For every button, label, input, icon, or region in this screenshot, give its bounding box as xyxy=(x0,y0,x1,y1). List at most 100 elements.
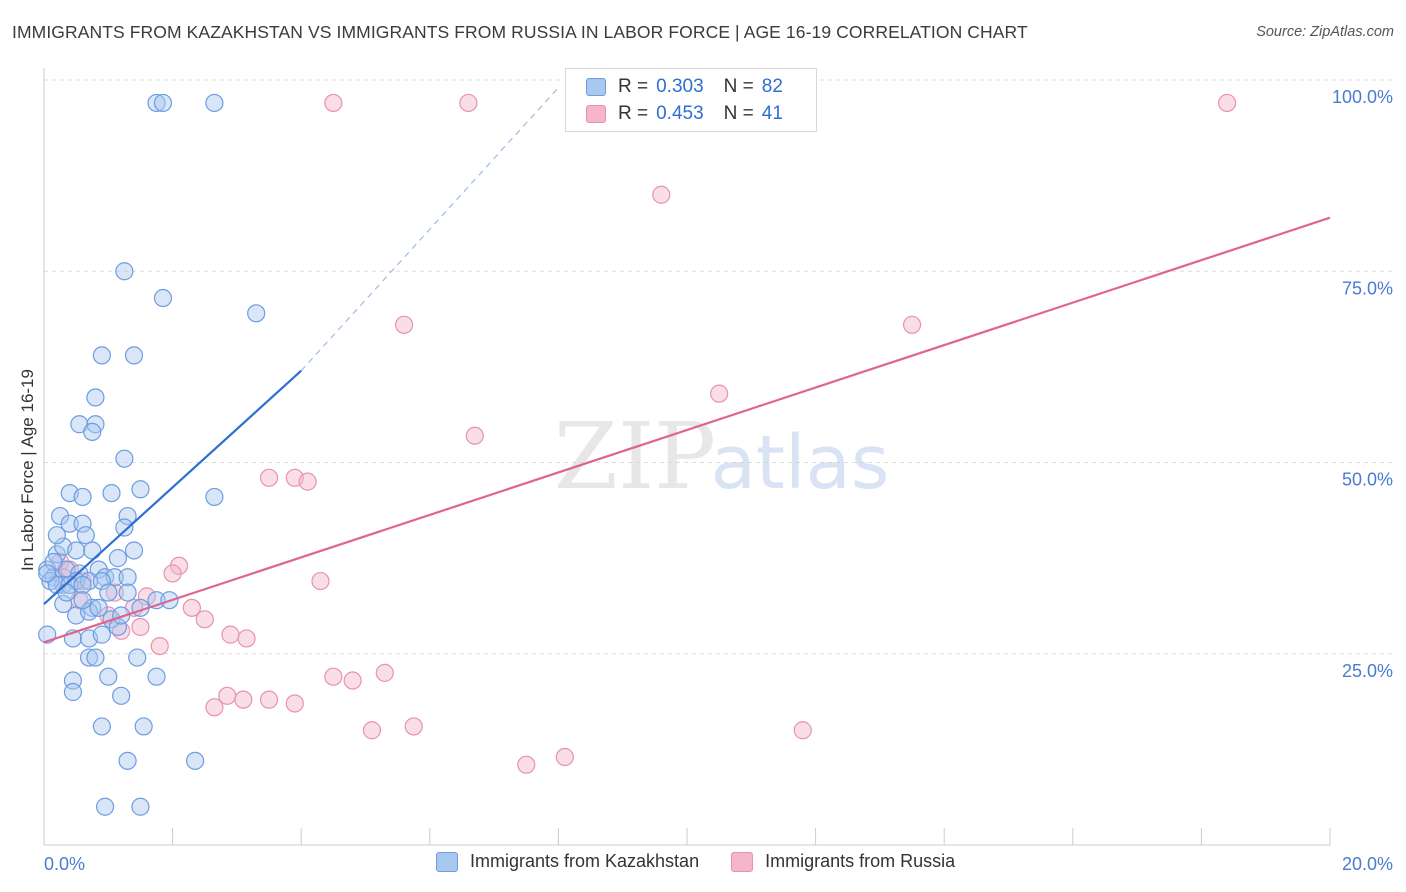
y-tick-label: 25.0% xyxy=(1342,661,1393,681)
y-tick-label: 100.0% xyxy=(1332,87,1393,107)
x-tick-label-min: 0.0% xyxy=(44,854,85,874)
data-point-russia xyxy=(343,671,362,690)
legend-label-kazakhstan: Immigrants from Kazakhstan xyxy=(470,851,700,871)
data-point-russia xyxy=(259,468,279,487)
data-point-russia xyxy=(195,610,214,629)
data-point-kazakhstan xyxy=(115,262,134,281)
legend-swatch-blue xyxy=(586,78,606,96)
chart-source: Source: ZipAtlas.com xyxy=(1256,24,1394,40)
data-point-kazakhstan xyxy=(86,648,105,667)
data-point-russia xyxy=(394,315,414,334)
data-point-kazakhstan xyxy=(83,422,102,441)
data-point-kazakhstan xyxy=(54,594,73,614)
data-point-russia xyxy=(298,472,317,491)
data-point-kazakhstan xyxy=(118,751,137,770)
data-point-kazakhstan xyxy=(47,526,66,545)
data-point-kazakhstan xyxy=(92,571,111,591)
data-point-russia xyxy=(1218,93,1237,113)
data-point-kazakhstan xyxy=(89,598,108,617)
x-tick-label-max: 20.0% xyxy=(1342,854,1393,874)
data-point-kazakhstan xyxy=(112,606,131,625)
chart-title: IMMIGRANTS FROM KAZAKHSTAN VS IMMIGRANTS… xyxy=(12,22,1028,42)
trend-line-russia xyxy=(43,216,1331,644)
legend-item-kazakhstan[interactable]: Immigrants from Kazakhstan xyxy=(436,851,699,872)
legend-r-value-russia: 0.453 xyxy=(656,103,704,124)
data-point-kazakhstan xyxy=(95,797,115,816)
data-point-kazakhstan xyxy=(79,602,99,621)
data-point-kazakhstan xyxy=(73,487,92,507)
data-point-kazakhstan xyxy=(92,717,111,736)
data-point-kazakhstan xyxy=(57,583,76,602)
data-point-russia xyxy=(362,721,382,740)
data-point-russia xyxy=(465,426,484,445)
trend-line-kazakhstan-extrapolated xyxy=(300,87,559,372)
data-point-russia xyxy=(311,571,330,591)
data-point-kazakhstan xyxy=(131,797,150,816)
data-point-russia xyxy=(459,93,478,113)
y-tick-label: 50.0% xyxy=(1342,470,1393,490)
legend-r-label: R = xyxy=(618,76,649,97)
data-point-kazakhstan xyxy=(73,514,92,533)
legend-item-russia[interactable]: Immigrants from Russia xyxy=(731,851,955,872)
legend-label-russia: Immigrants from Russia xyxy=(765,851,956,871)
data-point-russia xyxy=(324,667,343,686)
data-point-russia xyxy=(902,315,922,334)
legend-n-label: N = xyxy=(723,76,754,97)
data-point-russia xyxy=(205,698,224,717)
data-point-kazakhstan xyxy=(153,288,173,308)
data-point-kazakhstan xyxy=(79,648,99,667)
data-point-kazakhstan xyxy=(44,552,63,572)
correlation-legend: R = 0.303 N = 82 R = 0.453 N = 41 xyxy=(565,68,817,132)
data-point-kazakhstan xyxy=(50,506,70,526)
data-point-kazakhstan xyxy=(76,526,95,545)
legend-r-value-kazakhstan: 0.303 xyxy=(656,76,704,97)
legend-swatch-pink xyxy=(586,105,606,123)
legend-n-label: N = xyxy=(723,103,754,124)
data-point-russia xyxy=(221,625,240,644)
data-point-kazakhstan xyxy=(134,717,153,736)
data-point-kazakhstan xyxy=(63,682,83,702)
data-point-russia xyxy=(105,583,124,602)
legend-n-value-russia: 41 xyxy=(761,103,783,124)
data-point-kazakhstan xyxy=(186,751,205,770)
data-point-kazakhstan xyxy=(128,648,147,667)
data-point-kazakhstan xyxy=(83,541,102,560)
data-point-kazakhstan xyxy=(131,480,150,499)
data-point-kazakhstan xyxy=(205,93,224,113)
data-point-kazakhstan xyxy=(99,583,118,602)
data-point-kazakhstan xyxy=(247,304,266,323)
data-point-kazakhstan xyxy=(205,487,224,507)
data-point-russia xyxy=(555,747,574,767)
series-kazakhstan-points xyxy=(38,93,1331,816)
data-point-russia xyxy=(404,717,423,736)
data-point-kazakhstan xyxy=(115,449,134,468)
data-point-russia xyxy=(285,694,304,713)
data-point-russia xyxy=(375,663,394,682)
data-point-russia xyxy=(793,721,812,740)
watermark-zip: ZIP xyxy=(554,403,716,510)
data-point-russia xyxy=(710,384,729,403)
data-point-kazakhstan xyxy=(112,686,131,705)
data-point-kazakhstan xyxy=(73,575,92,595)
data-point-kazakhstan xyxy=(86,388,105,407)
tick-labels: 25.0% 50.0% 75.0% 100.0% 0.0% 20.0% xyxy=(44,87,1393,874)
legend-swatch-pink xyxy=(731,851,754,872)
data-point-russia xyxy=(163,564,182,583)
trend-line-kazakhstan xyxy=(43,369,302,605)
data-point-kazakhstan xyxy=(38,564,57,583)
legend-row-russia: R = 0.453 N = 41 xyxy=(586,102,783,126)
legend-n-value-kazakhstan: 82 xyxy=(761,76,783,97)
data-point-russia xyxy=(182,598,201,617)
data-point-russia xyxy=(237,629,256,648)
data-point-kazakhstan xyxy=(102,484,121,503)
data-point-kazakhstan xyxy=(73,591,92,610)
data-point-kazakhstan xyxy=(108,549,128,568)
y-axis-label: In Labor Force | Age 16-19 xyxy=(18,369,37,571)
data-point-kazakhstan xyxy=(153,93,173,113)
legend-r-label: R = xyxy=(618,103,649,124)
series-russia-points xyxy=(50,93,1237,774)
legend-row-kazakhstan: R = 0.303 N = 82 xyxy=(586,75,783,99)
data-point-kazakhstan xyxy=(147,93,166,113)
axes xyxy=(43,68,1331,846)
